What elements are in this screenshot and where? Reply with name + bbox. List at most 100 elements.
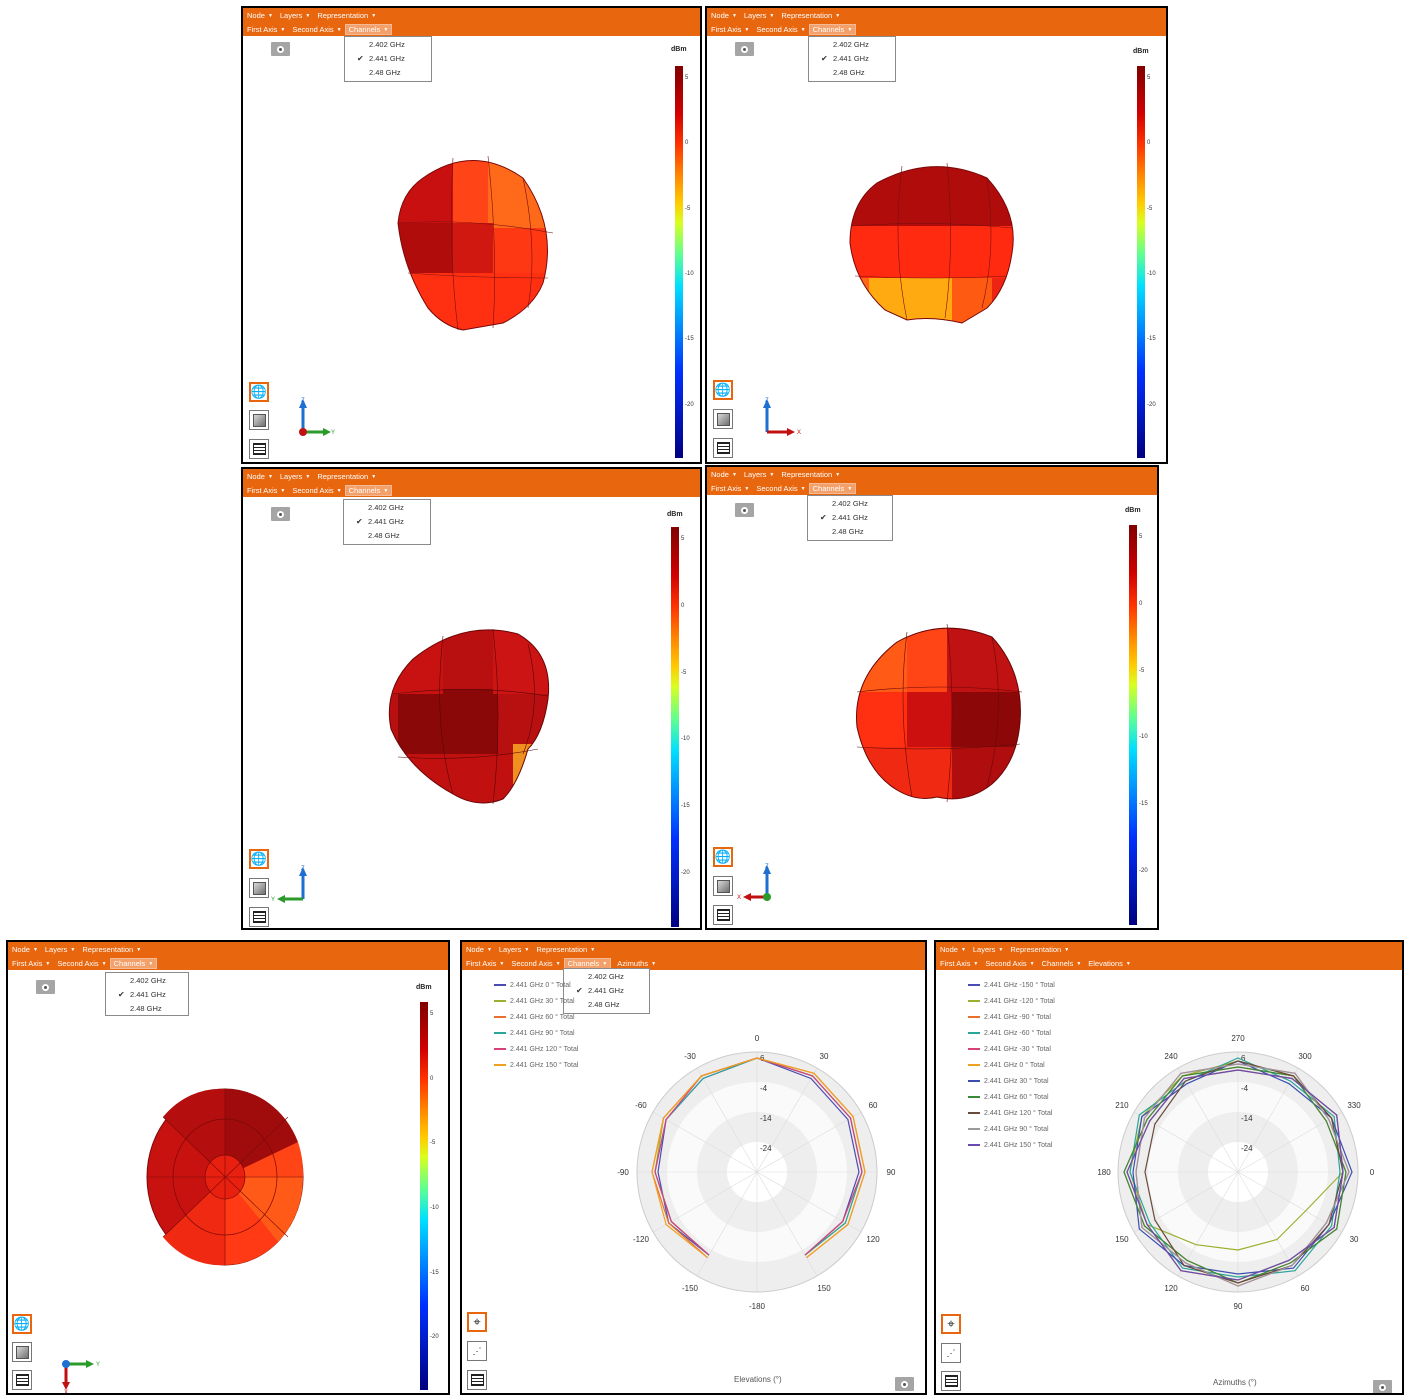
second-axis-menu[interactable]: Second Axis ▼ <box>756 484 805 493</box>
radiation-pattern-3d[interactable] <box>143 1087 308 1272</box>
node-menu[interactable]: Node ▼ <box>247 472 273 481</box>
table-view-button[interactable] <box>467 1370 487 1390</box>
legend-entry[interactable]: 2.441 GHz 0 ° Total <box>968 1057 1055 1073</box>
legend-entry[interactable]: 2.441 GHz 30 ° Total <box>968 1073 1055 1089</box>
channel-option[interactable]: ✔ 2.441 GHz <box>106 988 188 1002</box>
second-axis-menu[interactable]: Second Axis ▼ <box>292 486 341 495</box>
second-axis-menu[interactable]: Second Axis ▼ <box>292 25 341 34</box>
representation-menu[interactable]: Representation ▼ <box>317 472 376 481</box>
channel-option[interactable]: ✔ 2.441 GHz <box>809 52 895 66</box>
channel-option[interactable]: ✔ 2.441 GHz <box>808 511 892 525</box>
node-menu[interactable]: Node ▼ <box>711 470 737 479</box>
legend-entry[interactable]: 2.441 GHz 30 ° Total <box>494 993 578 1009</box>
second-axis-menu[interactable]: Second Axis ▼ <box>756 25 805 34</box>
3d-view-button[interactable]: 🌐 <box>12 1314 32 1334</box>
settings-icon[interactable] <box>271 507 290 521</box>
radiation-pattern-3d[interactable] <box>383 624 558 809</box>
channel-option[interactable]: ✔ 2.441 GHz <box>564 984 649 998</box>
settings-icon[interactable] <box>271 42 290 56</box>
second-axis-menu[interactable]: Second Axis ▼ <box>511 959 560 968</box>
channels-menu[interactable]: Channels ▼ <box>808 483 857 494</box>
radiation-pattern-3d[interactable] <box>847 158 1017 333</box>
settings-icon[interactable] <box>735 42 754 56</box>
node-menu[interactable]: Node ▼ <box>247 11 273 20</box>
settings-icon[interactable] <box>1373 1380 1392 1393</box>
legend-entry[interactable]: 2.441 GHz 120 ° Total <box>968 1105 1055 1121</box>
cartesian-view-button[interactable]: ⋰ <box>941 1343 961 1363</box>
node-menu[interactable]: Node ▼ <box>466 945 492 954</box>
layers-menu[interactable]: Layers ▼ <box>744 11 774 20</box>
second-axis-menu[interactable]: Second Axis ▼ <box>985 959 1034 968</box>
channel-option[interactable]: 2.402 GHz <box>564 970 649 984</box>
layers-menu[interactable]: Layers ▼ <box>499 945 529 954</box>
channel-option[interactable]: ✔ 2.441 GHz <box>345 52 431 66</box>
first-axis-menu[interactable]: First Axis ▼ <box>247 25 285 34</box>
polar-view-button[interactable]: ⌖ <box>467 1312 487 1332</box>
channel-option[interactable]: 2.402 GHz <box>344 501 430 515</box>
channel-option[interactable]: 2.402 GHz <box>106 974 188 988</box>
channels-menu[interactable]: Channels ▼ <box>1042 959 1082 968</box>
3d-view-button[interactable]: 🌐 <box>249 382 269 402</box>
legend-entry[interactable]: 2.441 GHz -30 ° Total <box>968 1041 1055 1057</box>
legend-entry[interactable]: 2.441 GHz 60 ° Total <box>968 1089 1055 1105</box>
second-axis-menu[interactable]: Second Axis ▼ <box>57 959 106 968</box>
radiation-pattern-3d[interactable] <box>383 148 563 348</box>
channels-menu[interactable]: Channels ▼ <box>808 24 857 35</box>
layers-menu[interactable]: Layers ▼ <box>280 11 310 20</box>
legend-entry[interactable]: 2.441 GHz -60 ° Total <box>968 1025 1055 1041</box>
settings-icon[interactable] <box>36 980 55 994</box>
channels-menu[interactable]: Channels ▼ <box>344 485 393 496</box>
table-view-button[interactable] <box>249 439 269 459</box>
channel-option[interactable]: 2.48 GHz <box>106 1002 188 1016</box>
elevations-menu[interactable]: Elevations ▼ <box>1088 959 1131 968</box>
polar-view-button[interactable]: ⌖ <box>941 1314 961 1334</box>
first-axis-menu[interactable]: First Axis ▼ <box>711 484 749 493</box>
representation-menu[interactable]: Representation ▼ <box>536 945 595 954</box>
layers-menu[interactable]: Layers ▼ <box>280 472 310 481</box>
channels-menu[interactable]: Channels ▼ <box>344 24 393 35</box>
channels-dropdown[interactable]: 2.402 GHz ✔ 2.441 GHz 2.48 GHz <box>808 36 896 82</box>
surface-view-button[interactable] <box>249 410 269 430</box>
radiation-pattern-3d[interactable] <box>852 622 1027 807</box>
3d-view-button[interactable]: 🌐 <box>249 849 269 869</box>
surface-view-button[interactable] <box>249 878 269 898</box>
legend-entry[interactable]: 2.441 GHz 0 ° Total <box>494 977 578 993</box>
table-view-button[interactable] <box>713 905 733 925</box>
legend-entry[interactable]: 2.441 GHz 150 ° Total <box>494 1057 578 1073</box>
channel-option[interactable]: 2.402 GHz <box>808 497 892 511</box>
surface-view-button[interactable] <box>713 876 733 896</box>
legend-entry[interactable]: 2.441 GHz -90 ° Total <box>968 1009 1055 1025</box>
channel-option[interactable]: 2.48 GHz <box>809 66 895 80</box>
elevation-polar-chart[interactable]: 0 30 60 90 120 150 -180 -150 -120 -90 -60 -30 6 -4 -14… <box>602 1017 912 1327</box>
channels-dropdown[interactable]: 2.402 GHz ✔ 2.441 GHz 2.48 GHz <box>105 972 189 1016</box>
channels-dropdown[interactable]: 2.402 GHz ✔ 2.441 GHz 2.48 GHz <box>807 495 893 541</box>
layers-menu[interactable]: Layers ▼ <box>45 945 75 954</box>
channel-option[interactable]: 2.402 GHz <box>345 38 431 52</box>
surface-view-button[interactable] <box>12 1342 32 1362</box>
channels-menu[interactable]: Channels ▼ <box>109 958 158 969</box>
channel-option[interactable]: 2.402 GHz <box>809 38 895 52</box>
channels-menu[interactable]: Channels ▼ <box>563 958 612 969</box>
first-axis-menu[interactable]: First Axis ▼ <box>711 25 749 34</box>
legend-entry[interactable]: 2.441 GHz -120 ° Total <box>968 993 1055 1009</box>
cartesian-view-button[interactable]: ⋰ <box>467 1341 487 1361</box>
channel-option[interactable]: 2.48 GHz <box>808 525 892 539</box>
channel-option[interactable]: ✔ 2.441 GHz <box>344 515 430 529</box>
legend-entry[interactable]: 2.441 GHz 150 ° Total <box>968 1137 1055 1153</box>
table-view-button[interactable] <box>713 438 733 458</box>
azimuth-polar-chart[interactable]: 270 300 330 0 30 60 90 120 150 180 210 240 6 -4 -14 -24 <box>1083 1017 1393 1327</box>
representation-menu[interactable]: Representation ▼ <box>781 470 840 479</box>
node-menu[interactable]: Node ▼ <box>711 11 737 20</box>
legend-entry[interactable]: 2.441 GHz 90 ° Total <box>494 1025 578 1041</box>
first-axis-menu[interactable]: First Axis ▼ <box>940 959 978 968</box>
channels-dropdown[interactable]: 2.402 GHz ✔ 2.441 GHz 2.48 GHz <box>344 36 432 82</box>
3d-view-button[interactable]: 🌐 <box>713 847 733 867</box>
node-menu[interactable]: Node ▼ <box>940 945 966 954</box>
first-axis-menu[interactable]: First Axis ▼ <box>12 959 50 968</box>
first-axis-menu[interactable]: First Axis ▼ <box>247 486 285 495</box>
table-view-button[interactable] <box>941 1371 961 1391</box>
node-menu[interactable]: Node ▼ <box>12 945 38 954</box>
first-axis-menu[interactable]: First Axis ▼ <box>466 959 504 968</box>
3d-view-button[interactable]: 🌐 <box>713 380 733 400</box>
settings-icon[interactable] <box>735 503 754 517</box>
